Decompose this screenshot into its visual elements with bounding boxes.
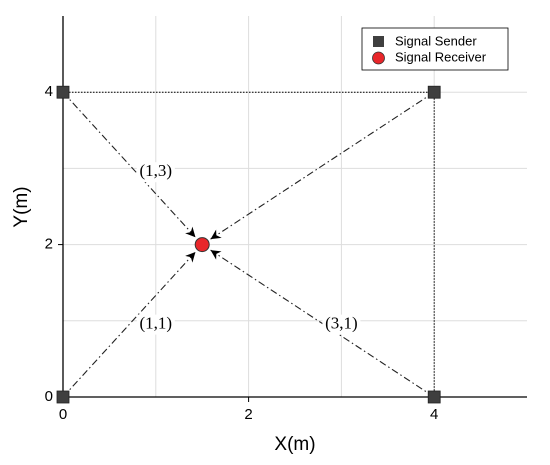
- y-tick-label: 2: [45, 236, 53, 253]
- sender-marker: [56, 390, 70, 404]
- signal-path: [62, 251, 196, 398]
- annotation: (1,1): [140, 314, 173, 333]
- receiver-marker: [194, 237, 210, 253]
- sender-marker: [56, 85, 70, 99]
- y-axis-label: Y(m): [11, 186, 32, 227]
- x-axis-label: X(m): [274, 434, 315, 455]
- annotation: (1,3): [140, 161, 173, 180]
- y-tick-label: 4: [45, 83, 53, 100]
- sender-marker: [427, 85, 441, 99]
- legend-label: Signal Sender: [395, 33, 477, 48]
- legend-label: Signal Receiver: [395, 49, 487, 64]
- annotation-bg: [136, 314, 175, 335]
- sender-marker: [427, 390, 441, 404]
- signal-path: [62, 91, 196, 238]
- annotation-bg: [136, 162, 175, 183]
- annotation-bg: [322, 314, 361, 335]
- legend-swatch: [373, 36, 384, 47]
- signal-path: [210, 91, 435, 240]
- signal-path: [210, 249, 435, 398]
- x-tick-label: 0: [59, 406, 67, 423]
- annotation: (3,1): [325, 314, 358, 333]
- x-tick-label: 4: [430, 406, 438, 423]
- x-tick-label: 2: [244, 406, 252, 423]
- y-tick-label: 0: [45, 388, 53, 405]
- legend-swatch: [372, 51, 385, 65]
- legend-box: [361, 27, 509, 71]
